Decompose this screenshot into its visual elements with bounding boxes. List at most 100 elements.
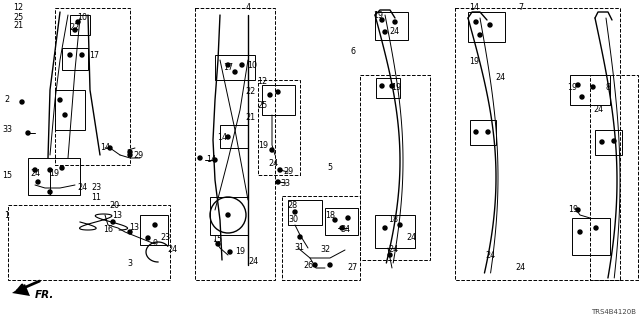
Circle shape <box>380 18 384 22</box>
Bar <box>55 8 130 165</box>
Circle shape <box>398 223 402 227</box>
Bar <box>455 8 620 280</box>
Circle shape <box>383 30 387 34</box>
Text: 24: 24 <box>77 182 87 191</box>
Text: 26: 26 <box>303 260 313 269</box>
Text: 33: 33 <box>2 125 12 134</box>
Text: 5: 5 <box>328 163 333 172</box>
Bar <box>595 130 622 155</box>
Text: 4: 4 <box>246 4 250 12</box>
Circle shape <box>60 166 64 170</box>
Circle shape <box>226 135 230 139</box>
Circle shape <box>228 250 232 254</box>
Circle shape <box>600 140 604 144</box>
Circle shape <box>36 180 40 184</box>
Circle shape <box>393 20 397 24</box>
Circle shape <box>591 85 595 89</box>
Bar <box>360 75 430 260</box>
Text: 15: 15 <box>212 236 222 244</box>
Text: 19: 19 <box>391 84 401 92</box>
Circle shape <box>276 180 280 184</box>
Circle shape <box>576 83 580 87</box>
Circle shape <box>128 150 132 154</box>
Text: 21: 21 <box>245 114 255 123</box>
Circle shape <box>383 226 387 230</box>
Text: 19: 19 <box>258 140 268 149</box>
Bar <box>215 55 255 80</box>
Text: FR.: FR. <box>35 290 54 300</box>
Bar <box>140 215 168 245</box>
Bar <box>375 12 408 40</box>
Circle shape <box>20 100 24 104</box>
Bar <box>468 12 505 42</box>
Text: 33: 33 <box>280 179 290 188</box>
Bar <box>282 196 360 280</box>
Circle shape <box>474 20 478 24</box>
Circle shape <box>346 216 350 220</box>
Circle shape <box>68 53 72 57</box>
Bar <box>570 75 610 105</box>
Circle shape <box>576 208 580 212</box>
Circle shape <box>612 139 616 143</box>
Circle shape <box>333 218 337 222</box>
Text: 14: 14 <box>206 156 216 164</box>
Circle shape <box>578 230 582 234</box>
Text: 8: 8 <box>605 84 611 92</box>
Text: 24: 24 <box>406 234 416 243</box>
Text: 24: 24 <box>495 74 505 83</box>
Text: 19: 19 <box>469 58 479 67</box>
Text: 29: 29 <box>283 167 293 177</box>
Circle shape <box>153 223 157 227</box>
Text: 28: 28 <box>287 202 297 211</box>
Text: 19: 19 <box>235 247 245 257</box>
Circle shape <box>313 263 317 267</box>
Text: 12: 12 <box>257 77 267 86</box>
Text: 19: 19 <box>568 205 578 214</box>
Text: 3: 3 <box>127 259 132 268</box>
Text: 24: 24 <box>593 106 603 115</box>
Bar <box>258 80 300 175</box>
Text: 24: 24 <box>515 263 525 273</box>
Circle shape <box>33 168 37 172</box>
Bar <box>210 197 248 235</box>
Text: 14: 14 <box>217 133 227 142</box>
Text: 29: 29 <box>133 150 143 159</box>
Circle shape <box>478 33 482 37</box>
Circle shape <box>233 70 237 74</box>
Bar <box>28 158 80 195</box>
Circle shape <box>76 20 80 24</box>
Circle shape <box>268 93 272 97</box>
Circle shape <box>213 158 217 162</box>
Circle shape <box>198 156 202 160</box>
Text: 19: 19 <box>567 84 577 92</box>
Circle shape <box>240 63 244 67</box>
Circle shape <box>48 168 52 172</box>
Text: 20: 20 <box>109 202 119 211</box>
Circle shape <box>486 130 490 134</box>
Text: 16: 16 <box>103 226 113 235</box>
Circle shape <box>278 168 282 172</box>
Text: 25: 25 <box>258 100 268 109</box>
Circle shape <box>270 148 274 152</box>
Text: 19: 19 <box>373 11 383 20</box>
Text: 23: 23 <box>91 182 101 191</box>
Circle shape <box>380 84 384 88</box>
Text: 30: 30 <box>288 214 298 223</box>
Text: 32: 32 <box>320 245 330 254</box>
Circle shape <box>216 242 220 246</box>
Text: 9: 9 <box>152 238 157 247</box>
Text: 27: 27 <box>348 263 358 273</box>
Bar <box>470 120 496 145</box>
Text: 24: 24 <box>388 244 398 253</box>
Bar <box>325 208 358 235</box>
Bar <box>262 85 295 115</box>
Circle shape <box>474 130 478 134</box>
Circle shape <box>26 131 30 135</box>
Circle shape <box>328 263 332 267</box>
Bar <box>220 125 248 148</box>
Text: 10: 10 <box>77 13 87 22</box>
Text: 7: 7 <box>518 4 524 12</box>
Text: 1: 1 <box>4 211 10 220</box>
Text: 18: 18 <box>325 211 335 220</box>
Text: 31: 31 <box>294 244 304 252</box>
